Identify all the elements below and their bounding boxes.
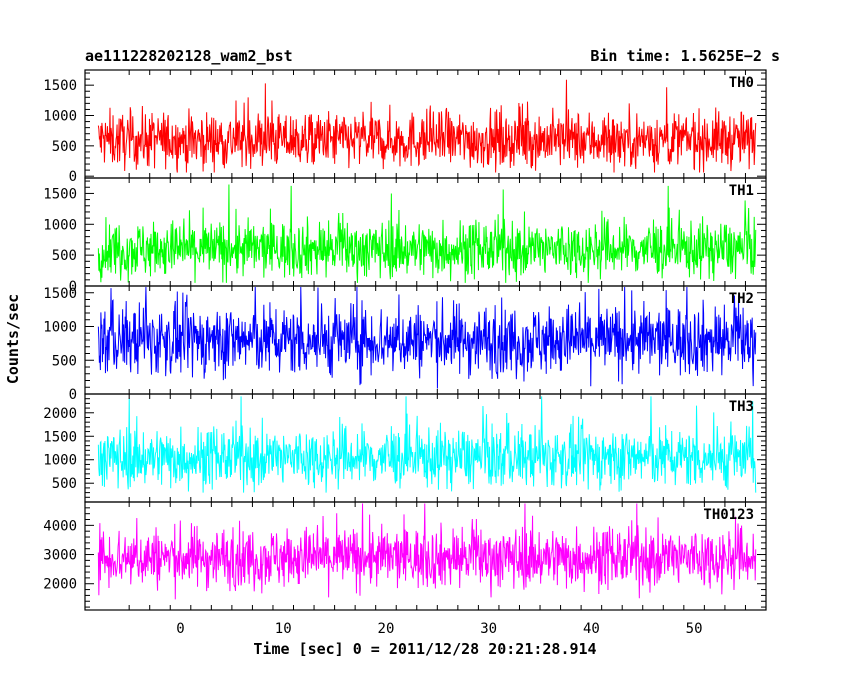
y-tick-label: 0: [69, 169, 77, 185]
series-line-th2: [97, 286, 757, 389]
panel-frame: [84, 501, 767, 611]
y-tick-label: 1000: [43, 320, 77, 336]
y-tick-label: 500: [52, 476, 77, 492]
y-tick-label: 4000: [43, 518, 77, 534]
y-tick-label: 1000: [43, 453, 77, 469]
panel-name-label: TH2: [729, 291, 754, 307]
y-tick-label: 1000: [43, 217, 77, 233]
x-axis-label: Time [sec] 0 = 2011/12/28 20:21:28.914: [253, 640, 596, 658]
y-tick-label: 1500: [43, 78, 77, 94]
y-tick-label: 1500: [43, 186, 77, 202]
chart-title-left: ae111228202128_wam2_bst: [85, 47, 293, 65]
panel-th0: 0 500 1000 1500 TH0: [43, 69, 767, 185]
y-tick-label: 2000: [43, 577, 77, 593]
x-tick-label: 40: [583, 621, 600, 637]
x-tick-label: 10: [275, 621, 292, 637]
panel-name-label: TH0123: [703, 507, 754, 523]
series-line-th0123: [97, 503, 757, 600]
y-tick-label: 2000: [43, 406, 77, 422]
y-tick-label: 3000: [43, 548, 77, 564]
y-tick-label: 0: [69, 279, 77, 295]
panel-th2: 0 500 1000 1500 TH2: [43, 285, 767, 403]
panel-name-label: TH0: [729, 75, 754, 91]
panel-th1: 0 500 1000 1500 TH1: [43, 177, 767, 295]
y-axis-label: Counts/sec: [4, 294, 22, 384]
series-line-th3: [97, 396, 757, 493]
chart-title-right: Bin time: 1.5625E−2 s: [590, 47, 780, 65]
series-line-th0: [97, 79, 757, 173]
y-tick-label: 500: [52, 139, 77, 155]
panel-th0123: 2000 3000 4000 TH0123: [43, 501, 767, 611]
x-tick-label: 20: [378, 621, 395, 637]
y-tick-label: 500: [52, 248, 77, 264]
x-tick-label: 30: [480, 621, 497, 637]
panel-th3: 500 1000 1500 2000 TH3: [43, 393, 767, 503]
y-tick-label: 500: [52, 353, 77, 369]
panel-frame: [84, 177, 767, 287]
y-tick-label: 0: [69, 387, 77, 403]
series-line-th1: [97, 184, 757, 283]
panel-name-label: TH3: [729, 399, 754, 415]
y-tick-label: 1500: [43, 286, 77, 302]
x-tick-label: 0: [176, 621, 184, 637]
y-tick-label: 1000: [43, 109, 77, 125]
x-tick-label: 50: [686, 621, 703, 637]
panel-name-label: TH1: [729, 183, 754, 199]
y-tick-label: 1500: [43, 429, 77, 445]
